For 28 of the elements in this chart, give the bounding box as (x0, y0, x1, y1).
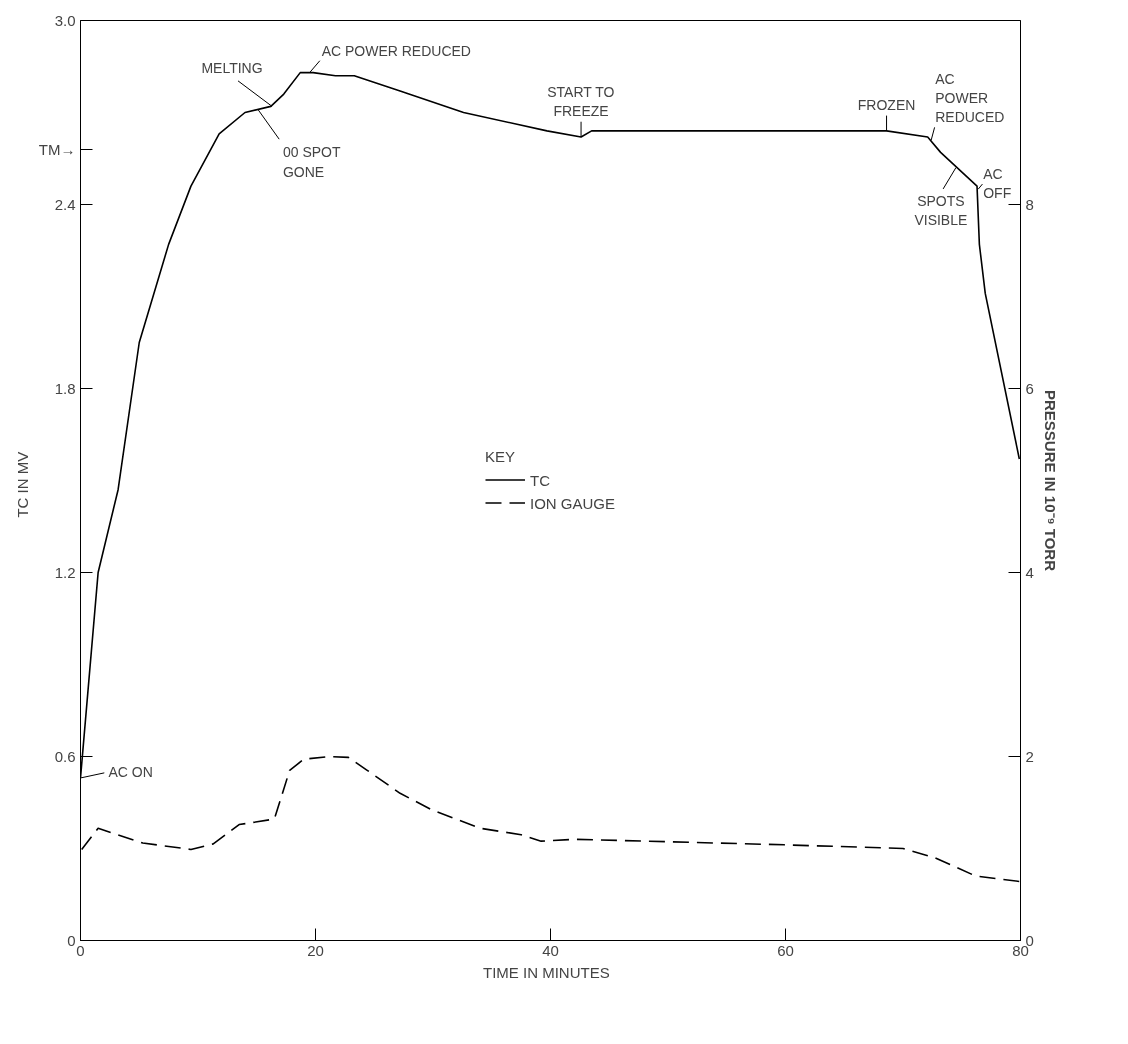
y-axis-title: TC IN MV (13, 451, 31, 518)
annotation: START TO FREEZE (547, 83, 615, 120)
annotation: AC OFF (983, 165, 1012, 201)
y-tick-label: 3.0 (54, 12, 76, 29)
y2-tick-label: 6 (1025, 379, 1034, 397)
y-tick-label: TM→ (38, 140, 76, 158)
legend-title: KEY (484, 447, 516, 465)
x-tick-label: 40 (542, 941, 559, 959)
annotation: AC POWER REDUCED (321, 42, 471, 59)
y2-tick-label: 8 (1025, 195, 1034, 213)
x-axis-title: TIME IN MINUTES (483, 963, 610, 981)
y2-axis-title: PRESSURE IN 10⁻⁹ TORR (1041, 389, 1059, 572)
y-tick-label: 0.6 (54, 748, 76, 765)
annotation: SPOTS VISIBLE (914, 192, 968, 228)
y2-tick-label: 2 (1025, 747, 1034, 765)
legend-label: ION GAUGE (529, 494, 616, 511)
y-tick-label: 1.8 (54, 380, 76, 397)
annotation: AC POWER REDUCED (935, 70, 1005, 126)
y2-tick-label: 4 (1025, 563, 1034, 581)
annotation: FROZEN (857, 96, 916, 113)
annotation: 00 SPOT GONE (282, 144, 341, 180)
annotation: AC ON (108, 763, 153, 780)
x-tick-label: 20 (307, 941, 324, 959)
x-tick-label: 60 (777, 941, 794, 959)
annotation: MELTING (201, 60, 263, 77)
y-tick-label: 1.2 (54, 564, 76, 581)
y-tick-label: 2.4 (54, 196, 76, 213)
legend-label: TC (529, 471, 550, 488)
